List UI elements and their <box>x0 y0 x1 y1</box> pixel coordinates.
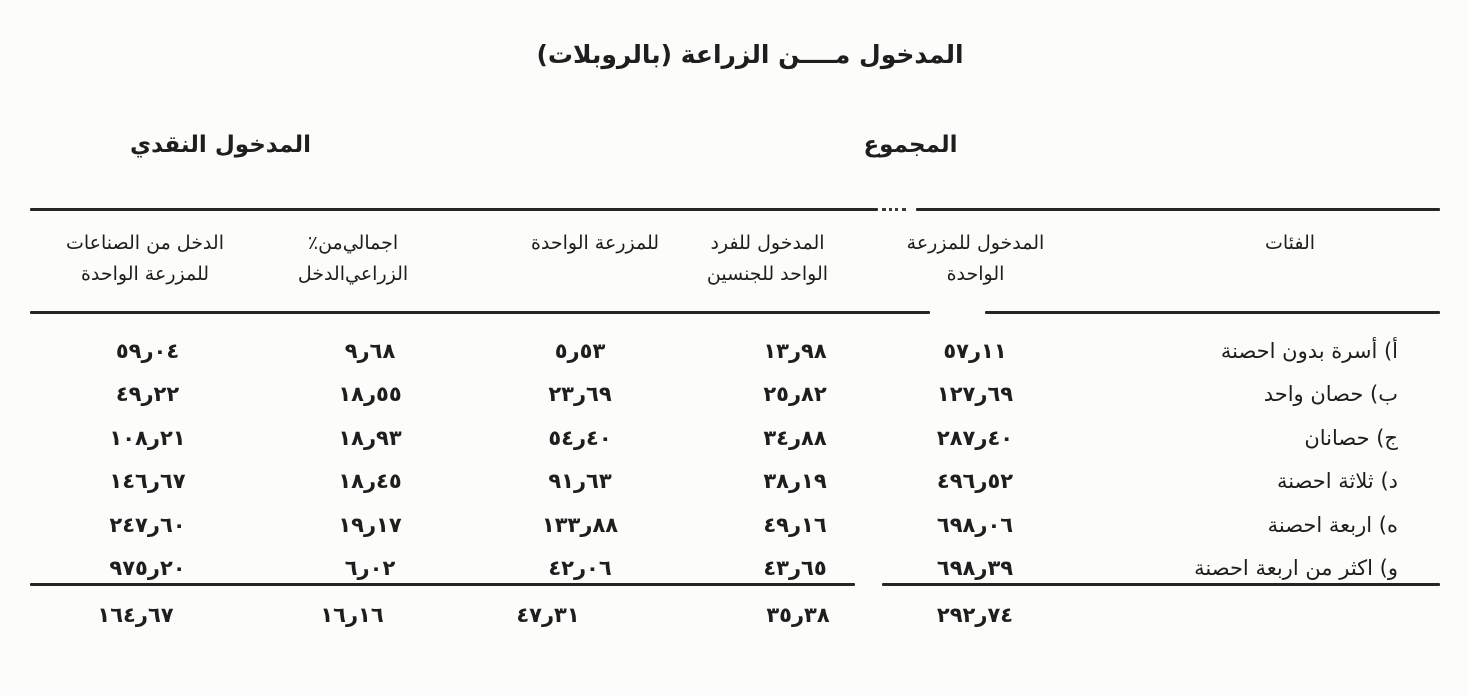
column-header-line: المدخول للفرد <box>710 232 825 254</box>
cell-cash-per-farm: ١٣٣ر٨٨ <box>541 513 619 537</box>
column-header-pct-of-agri-income: ٪مناجمالي الدخلالزراعي <box>258 228 448 290</box>
total-income-per-capita: ٣٥ر٣٨ <box>766 603 830 627</box>
cell-income-per-farm: ٦٩٨ر٣٩ <box>936 556 1014 580</box>
total-pct-of-agri-income: ١٦ر١٦ <box>320 603 384 627</box>
row-category-label: د) ثلاثة احصنة <box>1277 469 1398 493</box>
total-income-per-farm: ٢٩٢ر٧٤ <box>936 603 1014 627</box>
cell-pct-of-agri-income: ١٩ر١٧ <box>338 513 402 537</box>
cell-industries-income: ١٠٨ر٢١ <box>109 426 186 450</box>
cell-industries-income: ٩٧٥ر٢٠ <box>109 556 186 580</box>
cell-industries-income: ٤٩ر٢٢ <box>115 382 180 406</box>
column-header-cash-per-farm: للمزرعة الواحدة <box>500 228 690 259</box>
column-header-line: الدخلالزراعي <box>297 263 409 285</box>
cell-pct-of-agri-income: ٦ر٠٢ <box>344 556 396 580</box>
table-rule-top-dots <box>882 208 906 211</box>
column-header-industries-income: الدخل من الصناعات للمزرعة الواحدة <box>40 228 250 290</box>
cell-income-per-capita: ١٣ر٩٨ <box>763 339 827 363</box>
cell-income-per-capita: ٣٨ر١٩ <box>763 469 827 493</box>
column-header-line: الفئات <box>1264 232 1316 254</box>
table-rule-mid-right <box>985 311 1440 314</box>
cell-income-per-farm: ٢٨٧ر٤٠ <box>936 426 1014 450</box>
column-header-line: المدخول للمزرعة <box>906 232 1045 254</box>
section-header-cash-income: المدخول النقدي <box>129 132 311 158</box>
table-row: ٤٩ر٢٢ ١٨ر٥٥ ٢٣ر٦٩ ٢٥ر٨٢ ١٢٧ر٦٩ ب) حصان و… <box>0 373 1468 415</box>
table-rule-top-right <box>916 208 1440 211</box>
total-cash-per-farm: ٤٧ر٣١ <box>516 603 580 627</box>
cell-industries-income: ٥٩ر٠٤ <box>115 339 180 363</box>
column-header-income-per-farm: المدخول للمزرعة الواحدة <box>893 228 1058 290</box>
cell-industries-income: ٢٤٧ر٦٠ <box>109 513 186 537</box>
table-rule-top-left <box>30 208 878 211</box>
cell-income-per-farm: ٦٩٨ر٠٦ <box>936 513 1014 537</box>
column-header-categories: الفئات <box>1225 228 1355 259</box>
cell-income-per-farm: ٤٩٦ر٥٢ <box>936 469 1014 493</box>
table-row: ١٠٨ر٢١ ١٨ر٩٣ ٥٤ر٤٠ ٣٤ر٨٨ ٢٨٧ر٤٠ ج) حصانا… <box>0 417 1468 459</box>
row-category-label: و) اكثر من اربعة احصنة <box>1194 556 1398 580</box>
table-row: ٩٧٥ر٢٠ ٦ر٠٢ ٤٢ر٠٦ ٤٣ر٦٥ ٦٩٨ر٣٩ و) اكثر م… <box>0 547 1468 589</box>
row-category-label: ب) حصان واحد <box>1263 382 1398 406</box>
table-rule-totals-right <box>882 583 1440 586</box>
table-row: ٢٤٧ر٦٠ ١٩ر١٧ ١٣٣ر٨٨ ٤٩ر١٦ ٦٩٨ر٠٦ ه) اربع… <box>0 504 1468 546</box>
column-header-line: للمزرعة الواحدة <box>530 232 660 254</box>
column-header-line: الواحدة <box>946 263 1005 285</box>
section-header-total: المجموع <box>863 132 958 158</box>
cell-cash-per-farm: ٩١ر٦٣ <box>548 469 612 493</box>
cell-pct-of-agri-income: ٩ر٦٨ <box>344 339 396 363</box>
column-header-line: الدخل من الصناعات <box>66 232 224 254</box>
cell-industries-income: ١٤٦ر٦٧ <box>109 469 186 493</box>
column-header-line: للمزرعة الواحدة <box>80 263 210 285</box>
table-row: ١٤٦ر٦٧ ١٨ر٤٥ ٩١ر٦٣ ٣٨ر١٩ ٤٩٦ر٥٢ د) ثلاثة… <box>0 460 1468 502</box>
cell-income-per-farm: ١٢٧ر٦٩ <box>936 382 1014 406</box>
table-rule-totals-left <box>30 583 855 586</box>
cell-pct-of-agri-income: ١٨ر٤٥ <box>338 469 402 493</box>
column-header-line: ٪مناجمالي <box>307 232 399 254</box>
cell-income-per-capita: ٤٩ر١٦ <box>763 513 827 537</box>
row-category-label: ج) حصانان <box>1304 426 1398 450</box>
cell-cash-per-farm: ٤٢ر٠٦ <box>548 556 612 580</box>
total-industries-income: ١٦٤ر٦٧ <box>97 603 174 627</box>
cell-pct-of-agri-income: ١٨ر٩٣ <box>338 426 402 450</box>
cell-income-per-capita: ٤٣ر٦٥ <box>763 556 827 580</box>
cell-income-per-farm: ٥٧ر١١ <box>943 339 1007 363</box>
cell-cash-per-farm: ٢٣ر٦٩ <box>548 382 612 406</box>
cell-cash-per-farm: ٥٤ر٤٠ <box>548 426 612 450</box>
cell-cash-per-farm: ٥ر٥٣ <box>554 339 606 363</box>
column-header-line: الواحد للجنسين <box>706 263 829 285</box>
row-category-label: ه) اربعة احصنة <box>1267 513 1398 537</box>
row-category-label: أ) أسرة بدون احصنة <box>1220 339 1398 363</box>
table-rule-mid-left <box>30 311 930 314</box>
cell-pct-of-agri-income: ١٨ر٥٥ <box>338 382 402 406</box>
table-row: ٥٩ر٠٤ ٩ر٦٨ ٥ر٥٣ ١٣ر٩٨ ٥٧ر١١ أ) أسرة بدون… <box>0 330 1468 372</box>
column-header-income-per-capita: المدخول للفرد الواحد للجنسين <box>690 228 845 290</box>
cell-income-per-capita: ٣٤ر٨٨ <box>763 426 827 450</box>
page-title: المدخول مــــن الزراعة (بالروبلات) <box>536 40 964 69</box>
table-totals-row: ١٦٤ر٦٧ ١٦ر١٦ ٤٧ر٣١ ٣٥ر٣٨ ٢٩٢ر٧٤ <box>0 594 1468 636</box>
cell-income-per-capita: ٢٥ر٨٢ <box>763 382 827 406</box>
